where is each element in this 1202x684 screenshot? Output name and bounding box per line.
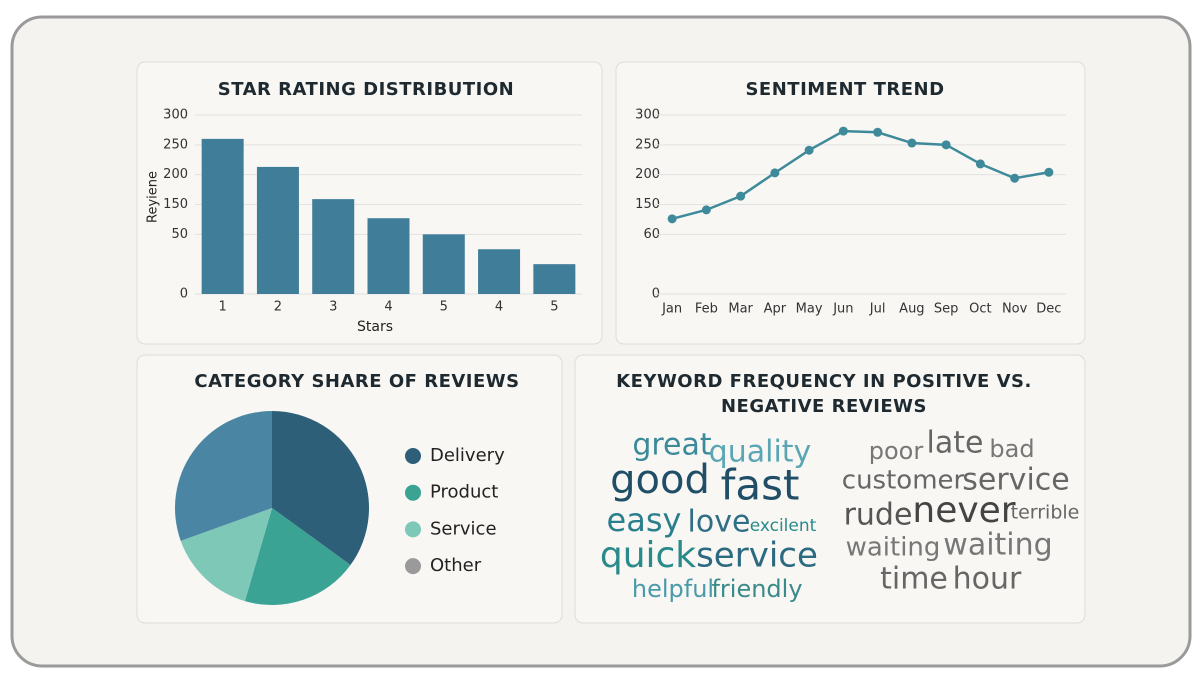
x-tick-label: Feb [695,302,718,317]
x-tick-label: Sep [934,302,959,317]
x-tick-label: 1 [219,300,227,315]
keyword: hour [953,562,1022,597]
x-tick-label: Jul [869,302,886,317]
x-tick-label: Aug [899,302,924,317]
point [667,214,677,224]
x-tick-label: Nov [1002,302,1028,317]
keyword: easy [607,501,682,539]
x-tick-label: 4 [495,300,503,315]
y-tick-label: 250 [163,137,188,152]
y-axis-title: Reyiene [146,171,161,223]
keyword: excilent [750,516,817,536]
keyword: helpful [632,575,714,603]
point [975,159,985,169]
x-tick-label: Dec [1036,302,1061,317]
chart-title: NEGATIVE REVIEWS [721,396,927,417]
legend-marker [405,484,421,501]
point [838,126,848,136]
y-tick-label: 0 [180,287,188,302]
legend-marker [405,558,421,575]
legend-label: Delivery [430,445,505,466]
keyword: fast [721,461,800,510]
x-tick-label: 4 [384,300,392,315]
keyword: quality [709,435,812,470]
bar [533,264,576,294]
x-tick-label: Apr [764,302,787,317]
keyword: great [632,428,712,463]
keyword: rude [844,498,913,533]
point [736,191,746,201]
pie-slice [272,411,369,566]
x-axis-title: Stars [357,319,393,335]
x-tick-label: 5 [550,300,558,315]
keyword: service [696,536,818,576]
point [1044,167,1054,177]
panel [574,354,1086,624]
line [671,129,1050,221]
point [770,168,780,178]
keyword: waiting [846,533,941,563]
keyword: never [912,490,1015,531]
y-tick-label: 200 [635,167,660,182]
x-tick-label: 3 [329,300,337,315]
point [804,145,814,155]
x-tick-label: Oct [969,302,991,317]
y-tick-label: 250 [635,137,660,152]
x-tick-label: Mar [728,302,753,317]
pie-slice [180,508,272,602]
keyword: bad [989,435,1034,463]
bar [367,218,410,294]
chart-title: CATEGORY SHARE OF REVIEWS [194,371,519,392]
y-tick-label: 150 [163,197,188,212]
keyword: customer [842,466,965,496]
chart-title: STAR RATING DISTRIBUTION [218,79,515,100]
point [873,127,883,137]
x-tick-label: May [796,302,823,317]
keyword: late [927,426,984,461]
keyword: terrible [1011,502,1080,524]
y-tick-label: 60 [643,227,660,242]
point [701,205,711,215]
legend-label: Product [430,482,498,503]
point [1010,173,1020,183]
x-tick-label: Jan [661,302,682,317]
pie-slice [244,508,351,606]
x-tick-label: 2 [274,300,282,315]
x-tick-label: 5 [440,300,448,315]
keyword: time [880,562,948,597]
keyword: friendly [711,575,802,603]
point [907,138,917,148]
keyword: waiting [943,528,1052,563]
keyword: love [688,505,751,540]
y-tick-label: 50 [171,227,188,242]
panel [615,61,1086,345]
keyword: poor [869,437,924,465]
y-tick-label: 200 [163,167,188,182]
keyword: quick [600,535,696,576]
y-tick-label: 150 [635,197,660,212]
legend-marker [405,521,421,538]
legend-label: Service [430,518,497,539]
point [941,140,951,150]
bar [256,166,299,294]
legend-label: Other [430,555,482,576]
bar [201,138,244,294]
keyword: service [962,463,1069,498]
y-tick-label: 300 [163,108,188,123]
keyword: good [610,457,710,503]
pie-slice [175,411,272,541]
chart-title: KEYWORD FREQUENCY IN POSITIVE VS. [616,371,1032,392]
bar [422,234,465,294]
chart-title: SENTIMENT TREND [745,79,944,100]
x-tick-label: Jun [832,302,853,317]
bar [478,249,521,294]
y-tick-label: 300 [635,108,660,123]
legend-marker [405,448,421,464]
bar [312,199,355,294]
